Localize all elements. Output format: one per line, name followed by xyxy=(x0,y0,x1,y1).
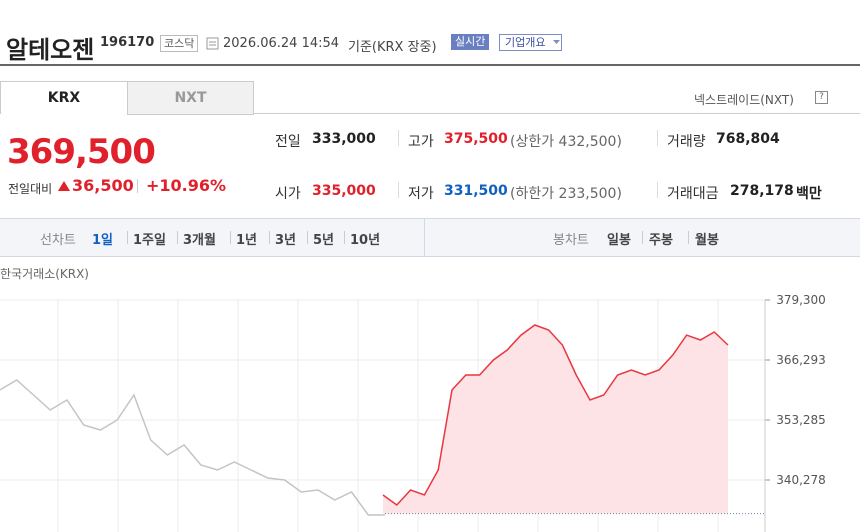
y-tick-label: 340,278 xyxy=(776,473,826,487)
candle-button[interactable]: 일봉 xyxy=(607,233,631,248)
tab-nxt[interactable]: NXT xyxy=(127,81,254,115)
toolbar-divider xyxy=(424,218,425,256)
toolbar xyxy=(0,218,860,257)
change-label: 전일대비 xyxy=(8,182,53,196)
price-line xyxy=(382,324,729,506)
separator xyxy=(398,130,399,146)
separator xyxy=(657,182,658,198)
stat-label: 시가 xyxy=(275,186,301,202)
change-rate: +10.96% xyxy=(146,176,227,195)
separator xyxy=(642,231,643,244)
stat-value: 335,000 xyxy=(312,183,376,199)
period-button[interactable]: 1일 xyxy=(92,233,114,248)
overview-dropdown[interactable]: 기업개요 xyxy=(499,34,563,51)
separator xyxy=(230,231,231,244)
stat-value: 375,500 xyxy=(444,131,508,147)
separator xyxy=(657,130,658,146)
area xyxy=(383,325,728,514)
candle-button[interactable]: 월봉 xyxy=(695,233,719,248)
stat-label: 거래량 xyxy=(667,134,706,150)
y-tick-label: 353,285 xyxy=(776,413,826,427)
stat-label: 전일 xyxy=(275,134,301,150)
current-price: 369,500 xyxy=(7,132,156,172)
separator xyxy=(127,231,128,244)
period-button[interactable]: 1년 xyxy=(236,233,258,248)
stat-label: 고가 xyxy=(408,134,434,150)
y-tick-label: 366,293 xyxy=(776,353,826,367)
chart: 한국거래소(KRX) 379,300 366,293 353,285 340,278 xyxy=(0,267,826,532)
separator xyxy=(344,231,345,244)
timestamp: 2026.06.24 14:54 xyxy=(223,36,340,51)
market-badge: 코스닥 xyxy=(160,35,199,52)
period-button[interactable]: 3개월 xyxy=(183,233,216,248)
realtime-badge[interactable]: 실시간 xyxy=(451,34,490,50)
period-button[interactable]: 1주일 xyxy=(133,233,166,248)
candle-button[interactable]: 주봉 xyxy=(649,233,673,248)
separator xyxy=(269,231,270,244)
y-tick-label: 379,300 xyxy=(776,293,826,307)
separator xyxy=(398,182,399,198)
candle-chart-label: 봉차트 xyxy=(553,233,589,248)
stat-unit: 백만 xyxy=(796,186,822,202)
header-rule xyxy=(0,64,860,66)
separator xyxy=(307,231,308,244)
price-line xyxy=(0,379,385,516)
up-arrow xyxy=(58,181,70,191)
help-icon[interactable]: ? xyxy=(815,91,828,104)
change: 36,500 xyxy=(72,176,134,195)
dropdown-arrow xyxy=(553,40,560,44)
period-button[interactable]: 5년 xyxy=(313,233,335,248)
clock-icon xyxy=(206,37,219,50)
period-button[interactable]: 10년 xyxy=(350,233,381,248)
stat-value: 278,178 xyxy=(730,183,794,199)
basis: 기준(KRX 장중) xyxy=(348,40,437,55)
stat-limit: (하한가 233,500) xyxy=(510,186,622,202)
stock-name: 알테오젠 xyxy=(6,36,95,64)
stat-label: 저가 xyxy=(408,186,434,202)
line-chart-label: 선차트 xyxy=(40,233,76,248)
tab-krx[interactable]: KRX xyxy=(0,81,128,114)
nxt-link[interactable]: 넥스트레이드(NXT) xyxy=(694,93,794,107)
separator xyxy=(688,231,689,244)
stock-code: 196170 xyxy=(100,35,155,50)
chart-source: 한국거래소(KRX) xyxy=(0,267,89,281)
separator xyxy=(177,231,178,244)
stat-label: 거래대금 xyxy=(667,186,719,202)
stat-limit: (상한가 432,500) xyxy=(510,134,622,150)
stat-value: 768,804 xyxy=(716,131,780,147)
tab-rule xyxy=(253,113,860,114)
stat-value: 333,000 xyxy=(312,131,376,147)
stat-value: 331,500 xyxy=(444,183,508,199)
separator xyxy=(137,179,138,193)
period-button[interactable]: 3년 xyxy=(275,233,297,248)
